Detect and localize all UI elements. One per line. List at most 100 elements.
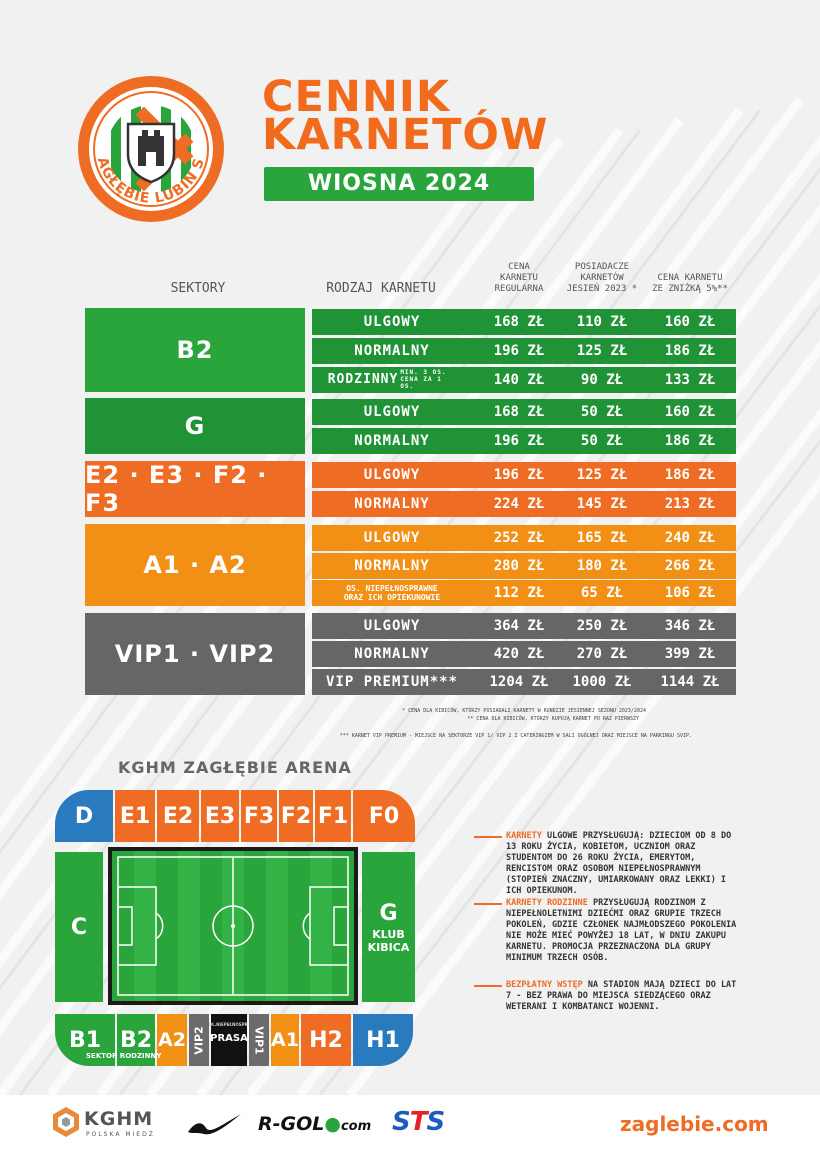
info-highlight: KARNETY <box>506 831 542 841</box>
price-row: ULGOWY 168 ZŁ 110 ZŁ 160 ZŁ <box>312 309 736 335</box>
sts-logo: STS <box>392 1107 445 1137</box>
price-regular: 168 ZŁ <box>493 404 545 420</box>
website-link[interactable]: zaglebie.com <box>620 1112 769 1136</box>
price-discount: 160 ZŁ <box>664 404 716 420</box>
press-box: DL.NIEPEŁNOSPR. PRASA <box>208 1014 250 1066</box>
sector-a1-arena: A1 <box>271 1014 299 1066</box>
klub-kibica-label: KLUB KIBICA <box>367 927 410 954</box>
sector-e-f: E2 · E3 · F2 · F3 <box>85 461 305 517</box>
rgol-dot: ● <box>324 1113 341 1135</box>
sector-vip1-arena: VIP1 <box>249 1014 269 1066</box>
price-regular: 196 ZŁ <box>493 433 545 449</box>
price-row: NORMALNY 280 ZŁ 180 ZŁ 266 ZŁ <box>312 553 736 579</box>
price-holders: 125 ZŁ <box>576 467 628 483</box>
football-pitch <box>108 847 358 1005</box>
title-line1: CENNIK <box>262 72 451 122</box>
price-holders: 145 ZŁ <box>576 496 628 512</box>
price-discount: 133 ZŁ <box>664 372 716 388</box>
ticket-type: ULGOWY <box>363 618 421 634</box>
rgol-logo: R-GOL●com <box>258 1113 371 1135</box>
price-regular: 112 ZŁ <box>493 585 545 601</box>
price-regular: 1204 ZŁ <box>489 674 549 690</box>
sector-f1: F1 <box>315 790 351 842</box>
title-line2: KARNETÓW <box>262 110 549 160</box>
sector-c: C <box>55 852 103 1002</box>
price-row: VIP PREMIUM*** 1204 ZŁ 1000 ZŁ 1144 ZŁ <box>312 669 736 695</box>
price-holders: 270 ZŁ <box>576 646 628 662</box>
price-row: RODZINNY MIN. 3 OS. CENA ZA 1 OS. 140 ZŁ … <box>312 367 736 393</box>
info-free: BEZPŁATNY WSTĘP NA STADION MAJĄ DZIECI D… <box>474 980 744 1013</box>
info-highlight: KARNETY RODZINNE <box>506 898 588 908</box>
price-discount: 213 ZŁ <box>664 496 716 512</box>
sector-e3: E3 <box>201 790 239 842</box>
sector-a: A1 · A2 <box>85 524 305 606</box>
kghm-sub-text: POLSKA MIEDŹ <box>86 1131 155 1138</box>
info-text: PRZYSŁUGUJĄ: DZIECIOM OD 8 DO 13 ROKU ŻY… <box>506 831 732 896</box>
ticket-type: NORMALNY <box>354 558 430 574</box>
price-discount: 160 ZŁ <box>664 314 716 330</box>
rgol-com: com <box>340 1119 372 1134</box>
sector-vip: VIP1 · VIP2 <box>85 613 305 695</box>
info-family: KARNETY RODZINNE PRZYSŁUGUJĄ RODZINOM Z … <box>474 898 744 964</box>
price-holders: 110 ZŁ <box>576 314 628 330</box>
footnote-1: * CENA DLA KIBICÓW, KTÓRZY POSIADALI KAR… <box>402 708 646 714</box>
footer-bar <box>0 1095 820 1160</box>
page-title: CENNIK KARNETÓW <box>262 72 549 160</box>
price-regular: 196 ZŁ <box>493 467 545 483</box>
sector-h2-arena: H2 <box>301 1014 351 1066</box>
price-discount: 1144 ZŁ <box>660 674 720 690</box>
price-regular: 140 ZŁ <box>493 372 545 388</box>
price-row: ULGOWY 252 ZŁ 165 ZŁ 240 ZŁ <box>312 525 736 551</box>
header-type: RODZAJ KARNETU <box>326 281 436 296</box>
kghm-hexagon-icon <box>53 1107 79 1137</box>
family-sector-label: SEKTOR RODZINNY <box>86 1052 162 1060</box>
sector-a2-arena: A2 <box>157 1014 187 1066</box>
footnote-2: ** CENA DLA KIBICÓW, KTÓRZY KUPUJĄ KARNE… <box>467 716 639 722</box>
price-holders: 50 ZŁ <box>580 433 624 449</box>
info-highlight: BEZPŁATNY WSTĘP <box>506 980 583 990</box>
price-discount: 106 ZŁ <box>664 585 716 601</box>
disabled-seats-label: DL.NIEPEŁNOSPR. <box>208 1022 250 1027</box>
ticket-type: RODZINNY MIN. 3 OS. CENA ZA 1 OS. <box>312 367 472 393</box>
vip1-label: VIP1 <box>252 1025 266 1055</box>
sts-t: T <box>409 1107 428 1137</box>
header-holders: POSIADACZE KARNETÓW JESIEŃ 2023 * <box>566 262 638 294</box>
price-discount: 186 ZŁ <box>664 433 716 449</box>
price-regular: 196 ZŁ <box>493 343 545 359</box>
sts-s2: S <box>426 1107 445 1137</box>
ticket-type: NORMALNY <box>354 433 430 449</box>
sector-g-arena: G KLUB KIBICA <box>362 852 415 1002</box>
price-holders: 125 ZŁ <box>576 343 628 359</box>
ticket-type: NORMALNY <box>354 496 430 512</box>
price-discount: 186 ZŁ <box>664 343 716 359</box>
price-row: ULGOWY 168 ZŁ 50 ZŁ 160 ZŁ <box>312 399 736 425</box>
sector-f2: F2 <box>279 790 313 842</box>
press-label: PRASA <box>210 1033 248 1044</box>
ticket-type: ULGOWY <box>363 314 421 330</box>
ticket-type: ULGOWY <box>363 467 421 483</box>
sector-e1: E1 <box>115 790 155 842</box>
price-holders: 65 ZŁ <box>580 585 624 601</box>
ticket-type: ULGOWY <box>363 404 421 420</box>
price-holders: 1000 ZŁ <box>572 674 632 690</box>
info-text: NA STADION MAJĄ DZIECI DO LAT 7 - BEZ PR… <box>506 980 737 1012</box>
vip2-label: VIP2 <box>192 1025 206 1055</box>
price-regular: 364 ZŁ <box>493 618 545 634</box>
sector-b2: B2 <box>85 308 305 392</box>
rgol-main: R-GOL <box>258 1113 325 1135</box>
sector-vip2-arena: VIP2 <box>189 1014 209 1066</box>
sector-g-label: G <box>379 900 398 926</box>
price-row: NORMALNY 196 ZŁ 125 ZŁ 186 ZŁ <box>312 338 736 364</box>
price-regular: 252 ZŁ <box>493 530 545 546</box>
info-discounted: KARNETY ULGOWE PRZYSŁUGUJĄ: DZIECIOM OD … <box>474 831 744 897</box>
price-discount: 399 ZŁ <box>664 646 716 662</box>
price-row: NORMALNY 196 ZŁ 50 ZŁ 186 ZŁ <box>312 428 736 454</box>
price-discount: 186 ZŁ <box>664 467 716 483</box>
price-row: NORMALNY 224 ZŁ 145 ZŁ 213 ZŁ <box>312 491 736 517</box>
price-row: OS. NIEPEŁNOSPRAWNE ORAZ ICH OPIEKUNOWIE… <box>312 580 736 606</box>
header-regular: CENA KARNETU REGULARNA <box>494 262 544 294</box>
info-highlight-2: ULGOWE <box>546 831 578 841</box>
ticket-type-main: RODZINNY <box>327 372 399 387</box>
price-regular: 280 ZŁ <box>493 558 545 574</box>
club-logo: ZAGŁĘBIE LUBIN SA <box>76 74 224 222</box>
